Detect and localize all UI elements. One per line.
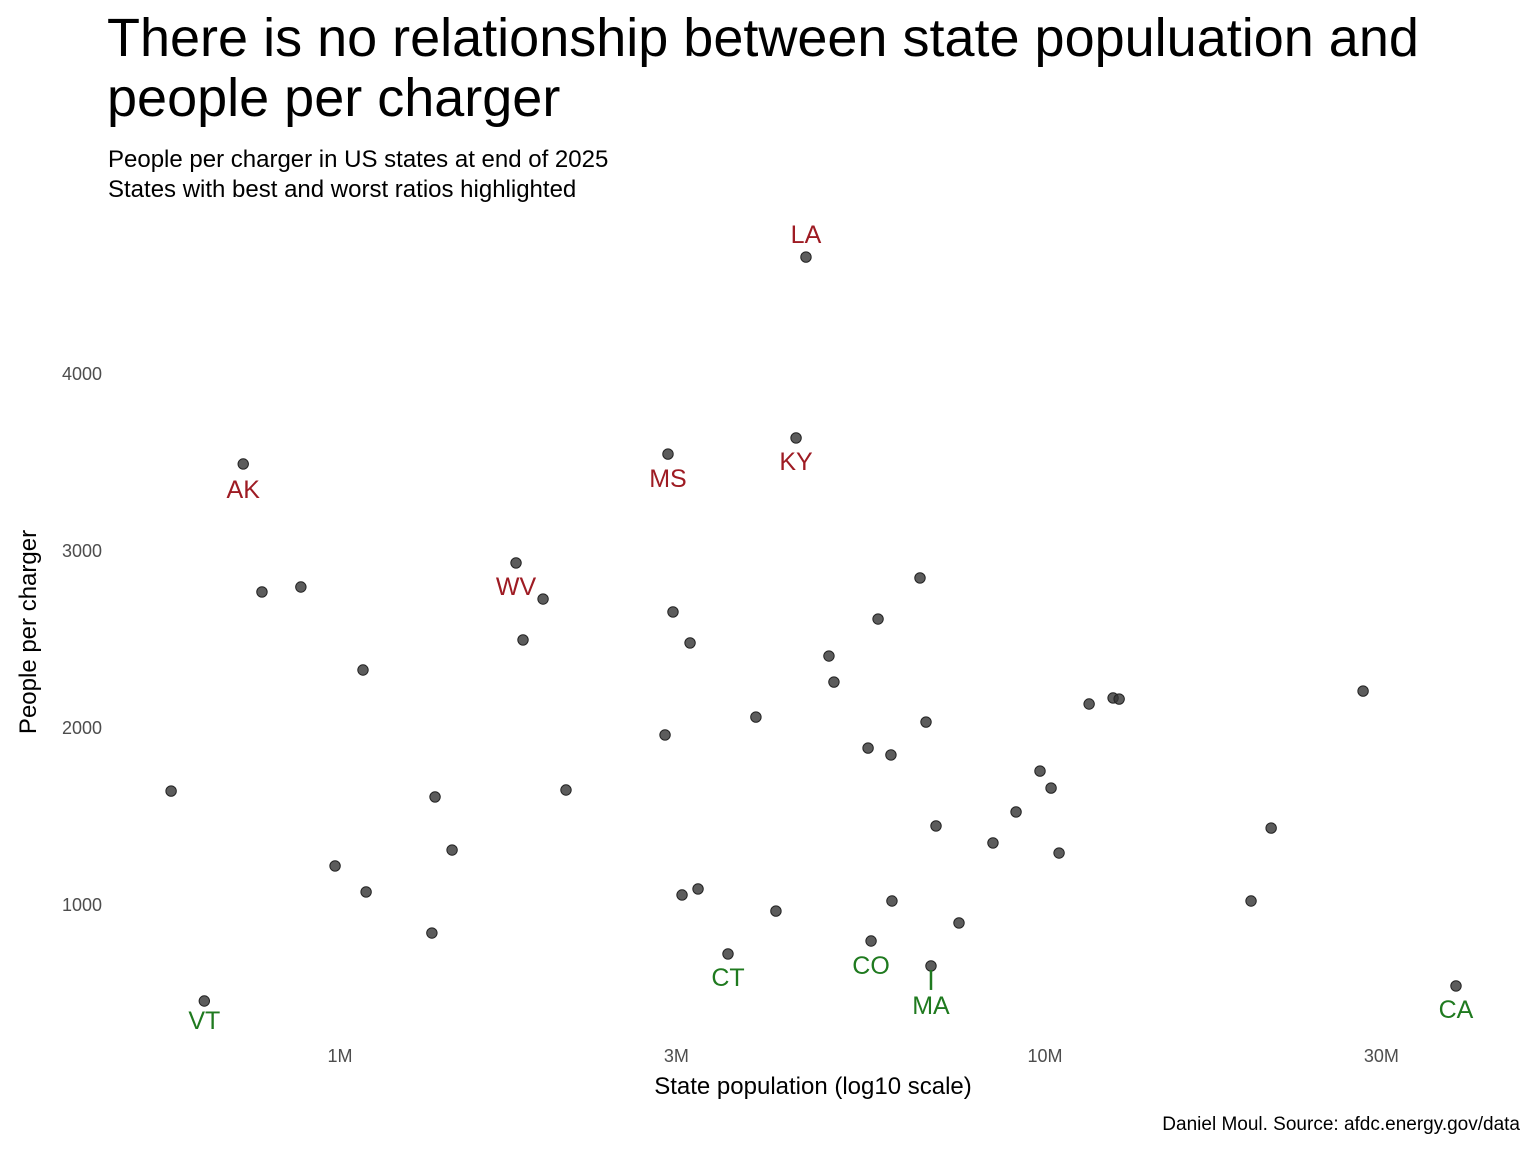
data-point (770, 905, 782, 917)
data-point (886, 895, 898, 907)
data-point (865, 935, 877, 947)
data-point (256, 586, 268, 598)
data-point (1045, 782, 1057, 794)
data-point (722, 948, 734, 960)
data-point (667, 606, 679, 618)
data-point (790, 432, 802, 444)
chart-subtitle-line-1: People per charger in US states at end o… (108, 146, 609, 173)
y-axis-ticks: 1000 2000 3000 4000 (62, 364, 102, 915)
state-label-ky: KY (779, 448, 813, 476)
x-tick-label: 3M (664, 1046, 689, 1066)
data-point (1245, 895, 1257, 907)
chart-title: There is no relationship between state p… (107, 8, 1419, 128)
data-point (750, 711, 762, 723)
data-point (662, 448, 674, 460)
data-point (329, 860, 341, 872)
state-label-ct: CT (711, 964, 744, 992)
state-label-vt: VT (188, 1007, 220, 1035)
state-label-wv: WV (496, 573, 537, 601)
data-point (872, 613, 884, 625)
data-point (426, 927, 438, 939)
state-label-ma: MA (912, 992, 950, 1020)
data-point (1010, 806, 1022, 818)
data-point (537, 593, 549, 605)
data-point (925, 960, 937, 972)
data-point (295, 581, 307, 593)
state-label-la: LA (791, 221, 822, 249)
data-point (885, 749, 897, 761)
data-point (1450, 980, 1462, 992)
y-tick-label: 3000 (62, 541, 102, 561)
x-tick-label: 10M (1027, 1046, 1062, 1066)
chart-subtitle-line-2: States with best and worst ratios highli… (108, 176, 577, 203)
data-point (987, 837, 999, 849)
state-labels: VT AK WV MS CT KY LA CO MA CA (188, 221, 1473, 1035)
data-point (920, 716, 932, 728)
y-tick-label: 1000 (62, 895, 102, 915)
data-point (930, 820, 942, 832)
data-point (357, 664, 369, 676)
data-point (828, 676, 840, 688)
data-point (800, 251, 812, 263)
x-tick-label: 1M (327, 1046, 352, 1066)
data-point (446, 844, 458, 856)
x-axis-ticks: 1M 3M 10M 30M (327, 1046, 1398, 1066)
data-point (1113, 693, 1125, 705)
chart-caption: Daniel Moul. Source: afdc.energy.gov/dat… (1162, 1114, 1520, 1135)
data-point (1265, 822, 1277, 834)
data-point (914, 572, 926, 584)
y-axis-label: People per charger (15, 530, 42, 734)
x-axis-label: State population (log10 scale) (654, 1073, 972, 1100)
data-point (953, 917, 965, 929)
data-point (1053, 847, 1065, 859)
state-label-co: CO (852, 952, 890, 980)
data-point (198, 995, 211, 1007)
state-label-ak: AK (227, 476, 261, 504)
data-point (360, 886, 372, 898)
state-label-ca: CA (1439, 996, 1474, 1024)
data-point (429, 791, 441, 803)
data-point (1083, 698, 1095, 710)
data-point (1034, 765, 1046, 777)
data-point (676, 889, 688, 901)
y-tick-label: 4000 (62, 364, 102, 384)
x-tick-label: 30M (1364, 1046, 1399, 1066)
data-point (684, 637, 696, 649)
data-point (510, 557, 522, 569)
data-point (165, 785, 177, 797)
y-tick-label: 2000 (62, 718, 102, 738)
data-points (165, 251, 1462, 1007)
data-point (237, 458, 249, 470)
data-point (862, 742, 874, 754)
data-point (659, 729, 671, 741)
data-point (517, 634, 529, 646)
data-point (1357, 685, 1369, 697)
data-point (692, 883, 704, 895)
data-point (560, 784, 572, 796)
data-point (823, 650, 835, 662)
state-label-ms: MS (649, 465, 687, 493)
